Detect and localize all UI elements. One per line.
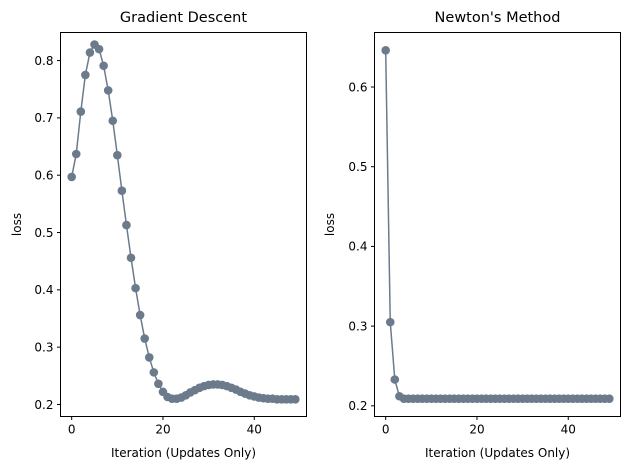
plot-area (381, 46, 614, 403)
x-tick-label: 40 (247, 423, 262, 437)
data-point (85, 48, 95, 57)
y-tick-label: 0.2 (34, 398, 53, 412)
chart-title: Newton's Method (435, 10, 561, 26)
x-tick-label: 0 (68, 423, 76, 437)
x-axis: 0 20 40 (68, 416, 262, 437)
data-point (76, 107, 86, 116)
plot-area (67, 40, 300, 404)
data-point (605, 394, 614, 403)
axes-frame (60, 32, 307, 417)
data-point (108, 116, 118, 126)
y-axis-label: loss (10, 213, 24, 236)
data-point (67, 172, 76, 182)
y-tick-label: 0.6 (348, 80, 367, 94)
data-point (291, 395, 300, 404)
y-tick-label: 0.7 (34, 111, 53, 125)
data-point (149, 368, 159, 377)
data-point (113, 150, 122, 160)
y-tick-label: 0.2 (348, 399, 367, 413)
data-point (126, 253, 136, 263)
series-line (70, 43, 296, 401)
data-point (94, 44, 104, 54)
subplot-gradient-descent: Gradient Descent 0 20 40 0.20.30.40.50.60.… (10, 10, 307, 460)
chart-title: Gradient Descent (120, 10, 247, 26)
y-tick-label: 0.4 (34, 283, 53, 297)
x-axis-label: Iteration (Updates Only) (425, 446, 570, 460)
y-tick-label: 0.6 (34, 169, 53, 183)
y-axis: 0.2 0.3 0.4 0.5 0.6 0.7 0.8 (34, 54, 61, 412)
x-tick-label: 40 (561, 423, 576, 437)
data-point (135, 310, 145, 320)
data-point (81, 70, 90, 80)
subplot-newtons-method: Newton's Method 0 20 40 0.2 0.3 0.4 0.5 0.6 It… (323, 10, 621, 460)
data-point (122, 220, 131, 230)
axes-frame (374, 32, 621, 417)
data-point (117, 186, 127, 195)
series-line (384, 50, 610, 400)
y-tick-label: 0.3 (34, 340, 53, 354)
data-point (99, 61, 108, 71)
y-axis: 0.2 0.3 0.4 0.5 0.6 (348, 80, 375, 413)
y-tick-label: 0.5 (348, 160, 367, 174)
y-axis-label: loss (323, 213, 337, 236)
y-tick-label: 0.4 (348, 240, 367, 254)
data-point (385, 317, 395, 327)
x-tick-label: 0 (382, 423, 390, 437)
x-axis: 0 20 40 (382, 416, 576, 437)
data-point (140, 334, 150, 343)
data-point (131, 283, 140, 293)
data-point (381, 46, 390, 55)
data-point (144, 353, 154, 362)
x-tick-label: 20 (155, 423, 170, 437)
x-axis-label: Iteration (Updates Only) (111, 446, 256, 460)
y-tick-label: 0.5 (34, 226, 53, 240)
y-tick-label: 0.3 (348, 319, 367, 333)
data-point (154, 379, 163, 389)
y-tick-label: 0.8 (34, 54, 53, 68)
data-point (71, 149, 81, 159)
data-point (103, 86, 113, 95)
x-tick-label: 20 (469, 423, 484, 437)
data-point (390, 375, 400, 384)
